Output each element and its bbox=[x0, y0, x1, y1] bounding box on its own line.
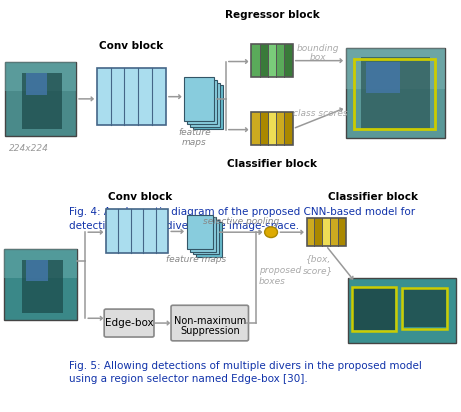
FancyBboxPatch shape bbox=[404, 288, 446, 327]
Text: 224x224: 224x224 bbox=[9, 144, 48, 153]
Text: Classifier block: Classifier block bbox=[328, 192, 419, 201]
FancyBboxPatch shape bbox=[4, 249, 77, 278]
FancyBboxPatch shape bbox=[22, 260, 63, 313]
FancyBboxPatch shape bbox=[23, 73, 62, 129]
FancyBboxPatch shape bbox=[361, 57, 430, 129]
FancyBboxPatch shape bbox=[346, 48, 445, 89]
FancyBboxPatch shape bbox=[260, 112, 268, 145]
FancyBboxPatch shape bbox=[97, 68, 166, 125]
FancyBboxPatch shape bbox=[284, 112, 293, 145]
Text: maps: maps bbox=[182, 138, 207, 147]
FancyBboxPatch shape bbox=[314, 218, 322, 246]
FancyBboxPatch shape bbox=[322, 218, 330, 246]
FancyBboxPatch shape bbox=[188, 80, 218, 124]
FancyBboxPatch shape bbox=[330, 218, 338, 246]
FancyBboxPatch shape bbox=[276, 112, 284, 145]
FancyBboxPatch shape bbox=[338, 218, 346, 246]
FancyBboxPatch shape bbox=[171, 305, 248, 341]
Text: Conv block: Conv block bbox=[99, 40, 164, 51]
FancyBboxPatch shape bbox=[187, 215, 213, 249]
FancyBboxPatch shape bbox=[106, 209, 168, 253]
FancyBboxPatch shape bbox=[104, 309, 154, 337]
Text: boxes: boxes bbox=[259, 277, 286, 286]
Text: Fig. 4: A schematic diagram of the proposed CNN-based model for
detecting a sing: Fig. 4: A schematic diagram of the propo… bbox=[69, 207, 415, 231]
Text: Non-maximum: Non-maximum bbox=[174, 316, 246, 326]
FancyBboxPatch shape bbox=[5, 61, 76, 136]
Circle shape bbox=[265, 227, 278, 238]
FancyBboxPatch shape bbox=[195, 222, 223, 257]
FancyBboxPatch shape bbox=[366, 62, 400, 94]
FancyBboxPatch shape bbox=[307, 218, 314, 246]
Text: feature: feature bbox=[178, 128, 211, 137]
FancyBboxPatch shape bbox=[194, 85, 224, 129]
FancyBboxPatch shape bbox=[193, 220, 219, 254]
FancyBboxPatch shape bbox=[5, 61, 76, 91]
FancyBboxPatch shape bbox=[268, 44, 276, 77]
Text: {box,: {box, bbox=[306, 254, 331, 263]
Text: selective pooling: selective pooling bbox=[202, 217, 279, 226]
FancyBboxPatch shape bbox=[4, 249, 77, 320]
FancyBboxPatch shape bbox=[268, 112, 276, 145]
Text: Fig. 5: Allowing detections of multiple divers in the proposed model
using a reg: Fig. 5: Allowing detections of multiple … bbox=[69, 361, 422, 384]
Text: proposed: proposed bbox=[259, 266, 301, 275]
Text: class scores: class scores bbox=[293, 109, 348, 118]
FancyBboxPatch shape bbox=[251, 44, 260, 77]
FancyBboxPatch shape bbox=[346, 48, 445, 138]
Text: Suppression: Suppression bbox=[180, 326, 240, 336]
FancyBboxPatch shape bbox=[26, 73, 47, 95]
FancyBboxPatch shape bbox=[26, 260, 48, 281]
Text: score}: score} bbox=[303, 266, 333, 275]
FancyBboxPatch shape bbox=[260, 44, 268, 77]
FancyBboxPatch shape bbox=[276, 44, 284, 77]
Text: bounding: bounding bbox=[297, 44, 339, 53]
Text: box: box bbox=[310, 54, 326, 62]
Text: Regressor block: Regressor block bbox=[225, 10, 319, 20]
Text: Edge-box: Edge-box bbox=[105, 318, 154, 328]
Text: Classifier block: Classifier block bbox=[227, 159, 317, 169]
FancyBboxPatch shape bbox=[354, 288, 395, 330]
Text: feature maps: feature maps bbox=[166, 255, 226, 264]
FancyBboxPatch shape bbox=[348, 278, 456, 343]
FancyBboxPatch shape bbox=[284, 44, 293, 77]
FancyBboxPatch shape bbox=[184, 77, 214, 121]
FancyBboxPatch shape bbox=[251, 112, 260, 145]
FancyBboxPatch shape bbox=[190, 83, 220, 126]
FancyBboxPatch shape bbox=[190, 218, 217, 252]
Text: Conv block: Conv block bbox=[108, 192, 173, 201]
